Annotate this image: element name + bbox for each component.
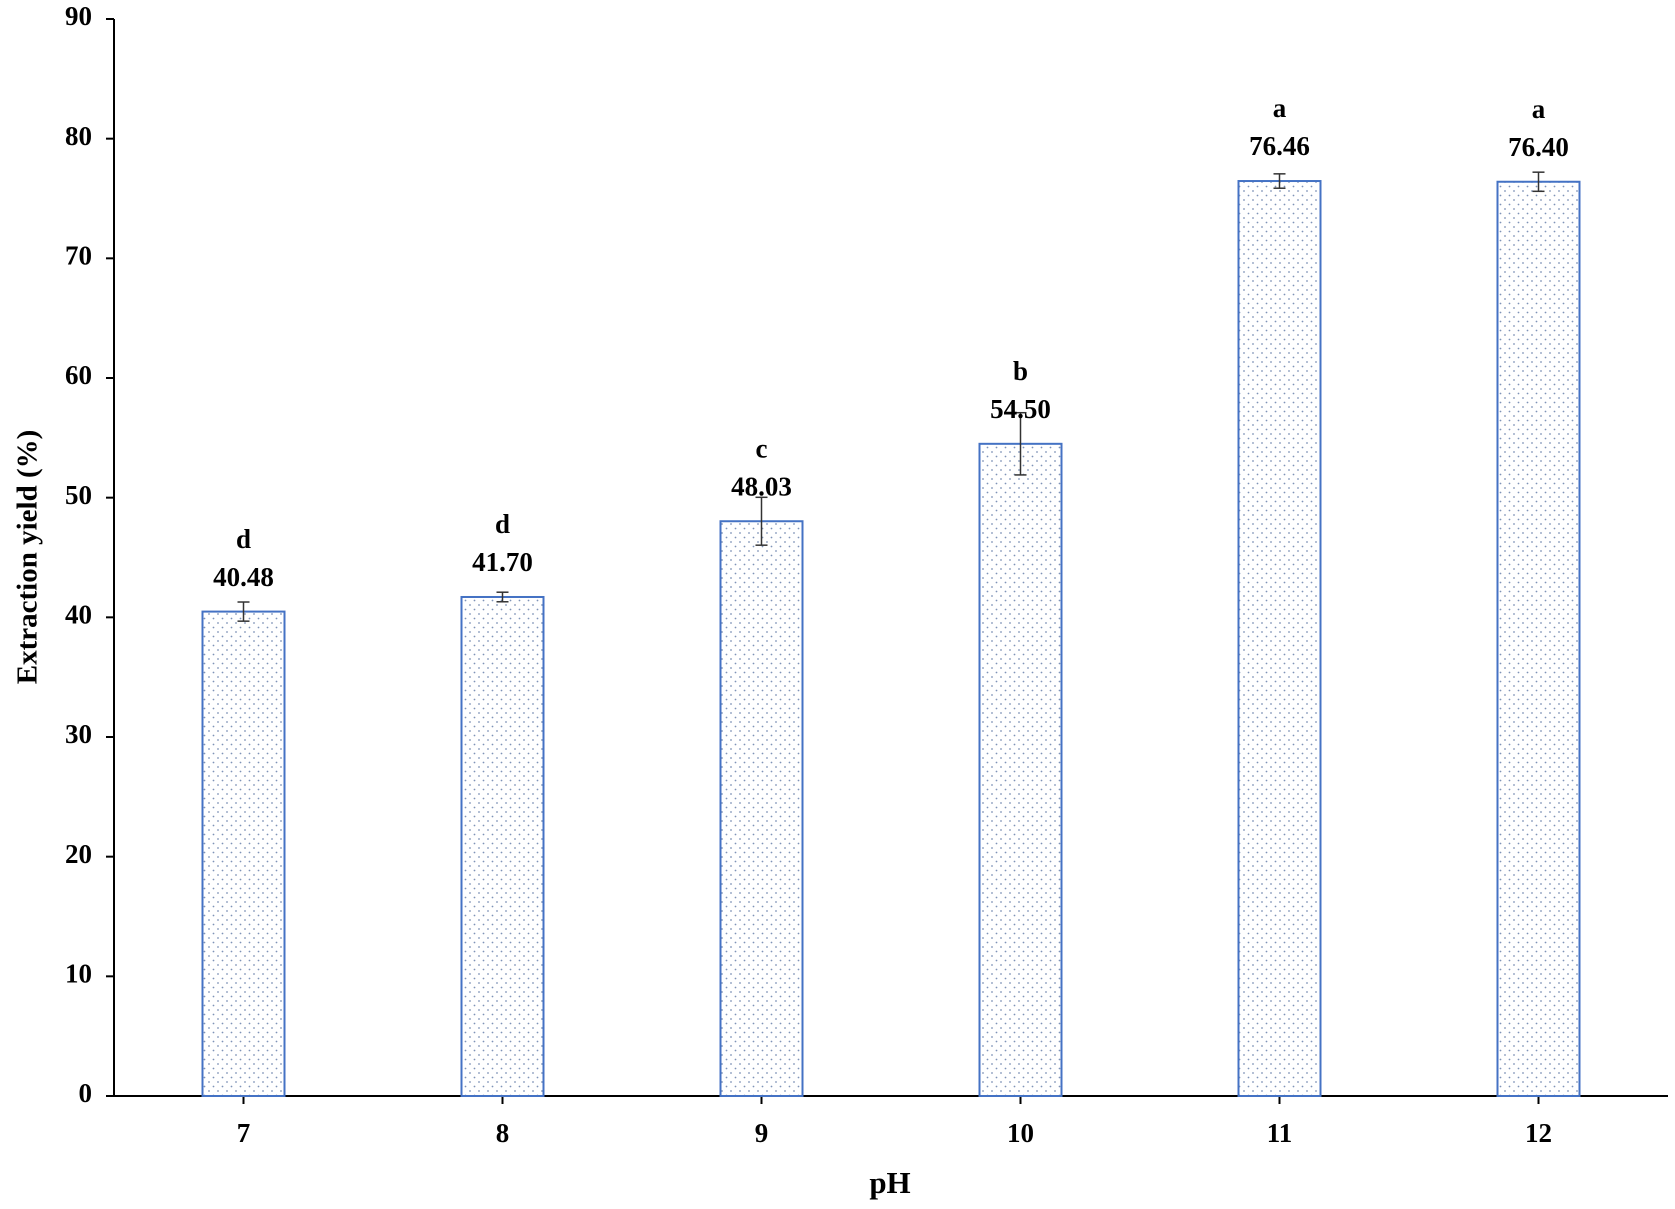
y-tick-label: 60 (65, 360, 92, 390)
bar (1237, 180, 1322, 1097)
significance-letter: b (1013, 356, 1028, 386)
value-label: 76.46 (1249, 131, 1310, 161)
y-tick-label: 40 (65, 600, 92, 630)
value-label: 48.03 (731, 471, 792, 501)
significance-letter: a (1273, 93, 1287, 123)
y-tick-label: 10 (65, 959, 92, 989)
error-bar (1273, 173, 1286, 189)
significance-letter: c (756, 433, 768, 463)
x-tick-label: 11 (1267, 1118, 1293, 1148)
x-tick-label: 9 (755, 1118, 769, 1148)
error-bar (1014, 411, 1027, 476)
x-axis-title: pH (869, 1165, 910, 1200)
error-bar (496, 591, 509, 603)
y-axis-title: Extraction yield (%) (12, 430, 44, 685)
bar (978, 442, 1063, 1098)
error-bar (237, 601, 250, 622)
y-tick-label: 30 (65, 719, 92, 749)
x-tick-label: 7 (237, 1118, 251, 1148)
y-tick-label: 70 (65, 241, 92, 271)
error-bar (755, 496, 768, 546)
value-label: 41.70 (472, 547, 533, 577)
x-tick-label: 8 (496, 1118, 510, 1148)
y-tick-label: 90 (65, 1, 92, 31)
error-bar (1532, 171, 1545, 193)
value-label: 54.50 (990, 394, 1051, 424)
y-tick-label: 0 (79, 1078, 93, 1108)
bar (460, 595, 545, 1097)
significance-letter: d (236, 524, 251, 554)
bar (719, 520, 804, 1097)
bar (1496, 180, 1581, 1098)
significance-letter: a (1532, 94, 1546, 124)
x-tick-label: 12 (1525, 1118, 1552, 1148)
x-tick-label: 10 (1007, 1118, 1034, 1148)
y-tick-label: 80 (65, 121, 92, 151)
y-tick-label: 50 (65, 480, 92, 510)
significance-letter: d (495, 509, 510, 539)
value-label: 40.48 (213, 562, 274, 592)
bar (201, 610, 286, 1098)
value-label: 76.40 (1508, 132, 1569, 162)
y-tick-label: 20 (65, 839, 92, 869)
